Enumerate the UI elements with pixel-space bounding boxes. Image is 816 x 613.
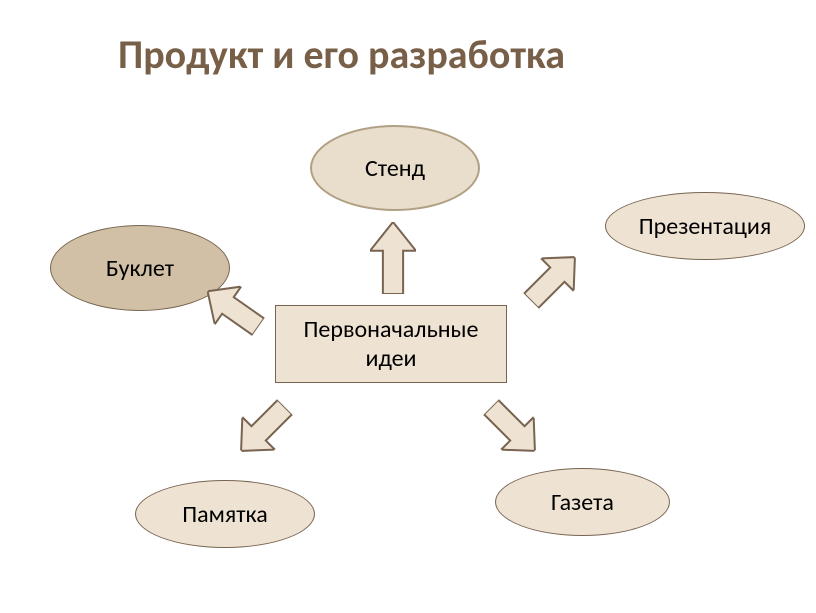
arrow-lower-left bbox=[225, 391, 301, 467]
ellipse-label-booklet: Буклет bbox=[106, 254, 174, 283]
center-box-label: Первоначальные идеи bbox=[276, 315, 506, 373]
ellipse-newspaper: Газета bbox=[495, 468, 670, 536]
arrow-upper-right bbox=[515, 241, 591, 317]
ellipse-memo: Памятка bbox=[135, 480, 315, 548]
ellipse-label-memo: Памятка bbox=[182, 500, 268, 529]
ellipse-label-presentation: Презентация bbox=[639, 212, 772, 241]
center-box: Первоначальные идеи bbox=[275, 305, 507, 383]
ellipse-stand: Стенд bbox=[310, 125, 480, 211]
arrow-lower-right bbox=[475, 391, 551, 467]
page-title: Продукт и его разработка bbox=[118, 30, 565, 79]
arrow-up bbox=[370, 222, 416, 294]
ellipse-presentation: Презентация bbox=[605, 192, 805, 260]
ellipse-label-newspaper: Газета bbox=[551, 488, 614, 517]
ellipse-label-stand: Стенд bbox=[365, 154, 425, 183]
